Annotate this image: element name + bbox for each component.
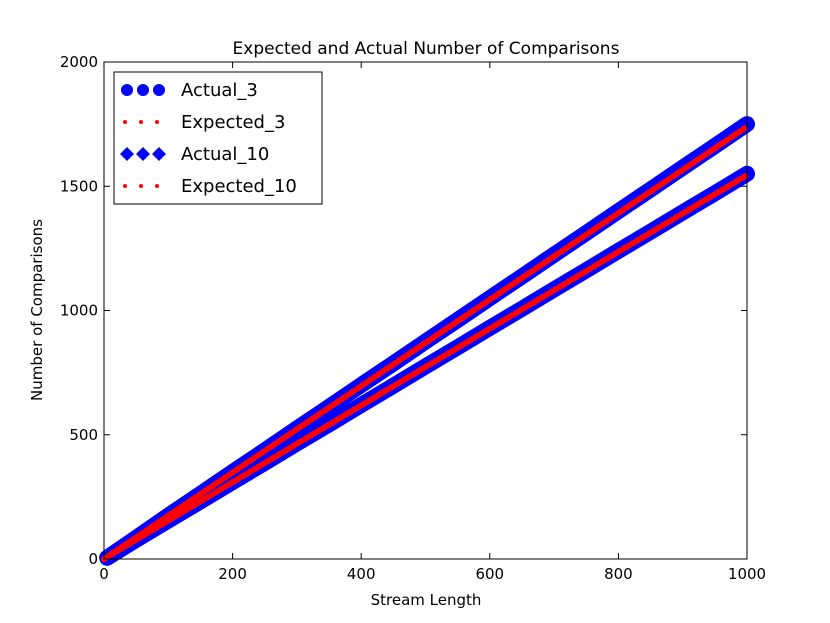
line-expected-10 xyxy=(101,172,750,562)
legend-label-actual-10: Actual_10 xyxy=(181,144,269,165)
legend-marker-actual-10 xyxy=(120,147,166,161)
x-tick-label: 400 xyxy=(347,565,376,583)
y-tick-label: 1500 xyxy=(60,177,98,195)
legend: Actual_3 Expected_3 Actual_10 Expected_1… xyxy=(113,71,323,205)
x-tick-label: 200 xyxy=(218,565,247,583)
y-tick-label: 1000 xyxy=(60,302,98,320)
y-axis-label: Number of Comparisons xyxy=(28,219,46,401)
x-tick-label: 600 xyxy=(475,565,504,583)
legend-marker-expected-10 xyxy=(123,184,159,188)
legend-label-expected-3: Expected_3 xyxy=(181,112,285,133)
x-tick-label: 0 xyxy=(99,565,109,583)
legend-marker-expected-3 xyxy=(123,120,159,124)
series-layer xyxy=(99,116,755,566)
line-expected-3 xyxy=(101,123,750,562)
x-tick-label: 1000 xyxy=(728,565,766,583)
ticks-layer: 0 200 400 600 800 1000 0 500 1000 1500 2000 xyxy=(60,53,766,583)
legend-marker-actual-3 xyxy=(121,84,165,96)
legend-box xyxy=(113,71,323,205)
y-tick-label: 0 xyxy=(88,550,98,568)
chart-title: Expected and Actual Number of Comparison… xyxy=(233,39,620,59)
legend-label-expected-10: Expected_10 xyxy=(181,176,297,197)
y-tick-label: 2000 xyxy=(60,53,98,71)
x-tick-label: 800 xyxy=(604,565,633,583)
y-tick-label: 500 xyxy=(69,426,98,444)
x-axis-label: Stream Length xyxy=(371,591,482,609)
legend-label-actual-3: Actual_3 xyxy=(181,80,258,101)
